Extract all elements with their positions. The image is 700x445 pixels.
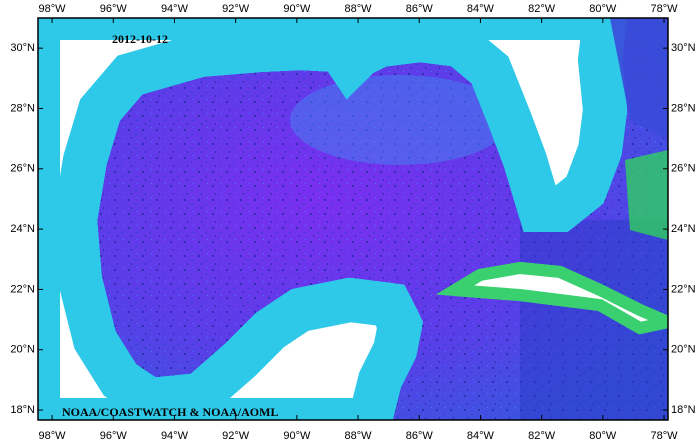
lat-label-right: 30°N [671,42,696,54]
lon-label-top: 86°W [406,3,434,15]
lon-label-bottom: 80°W [589,430,617,442]
lon-label-bottom: 78°W [651,430,679,442]
lon-label-bottom: 90°W [283,430,311,442]
lat-label-right: 18°N [671,404,696,416]
lon-label-bottom: 96°W [100,430,128,442]
lat-label-right: 20°N [671,344,696,356]
lat-label-left: 18°N [10,404,35,416]
lon-label-bottom: 88°W [345,430,373,442]
lon-label-bottom: 86°W [406,430,434,442]
lat-label-left: 22°N [10,283,35,295]
lat-label-right: 22°N [671,283,696,295]
lat-label-right: 28°N [671,102,696,114]
lon-label-bottom: 94°W [161,430,189,442]
lon-label-top: 84°W [467,3,495,15]
lon-label-top: 96°W [100,3,128,15]
lat-label-left: 30°N [10,42,35,54]
map-image [38,18,668,420]
lon-label-top: 88°W [345,3,373,15]
map-credit: NOAA/COASTWATCH & NOAA/AOML [62,405,278,419]
lat-label-left: 24°N [10,223,35,235]
lon-label-top: 94°W [161,3,189,15]
lon-label-top: 92°W [222,3,250,15]
lon-label-top: 78°W [651,3,679,15]
lat-label-left: 28°N [10,102,35,114]
lon-label-top: 98°W [39,3,67,15]
lon-label-bottom: 84°W [467,430,495,442]
lat-label-left: 20°N [10,344,35,356]
lon-label-bottom: 92°W [222,430,250,442]
lat-label-left: 26°N [10,163,35,175]
map-date: 2012-10-12 [112,32,168,46]
lat-label-right: 24°N [671,223,696,235]
lon-label-bottom: 82°W [528,430,556,442]
lon-label-top: 90°W [283,3,311,15]
lat-label-right: 26°N [671,163,696,175]
map-frame [37,17,669,421]
lon-label-top: 82°W [528,3,556,15]
lon-label-bottom: 98°W [39,430,67,442]
lon-label-top: 80°W [589,3,617,15]
